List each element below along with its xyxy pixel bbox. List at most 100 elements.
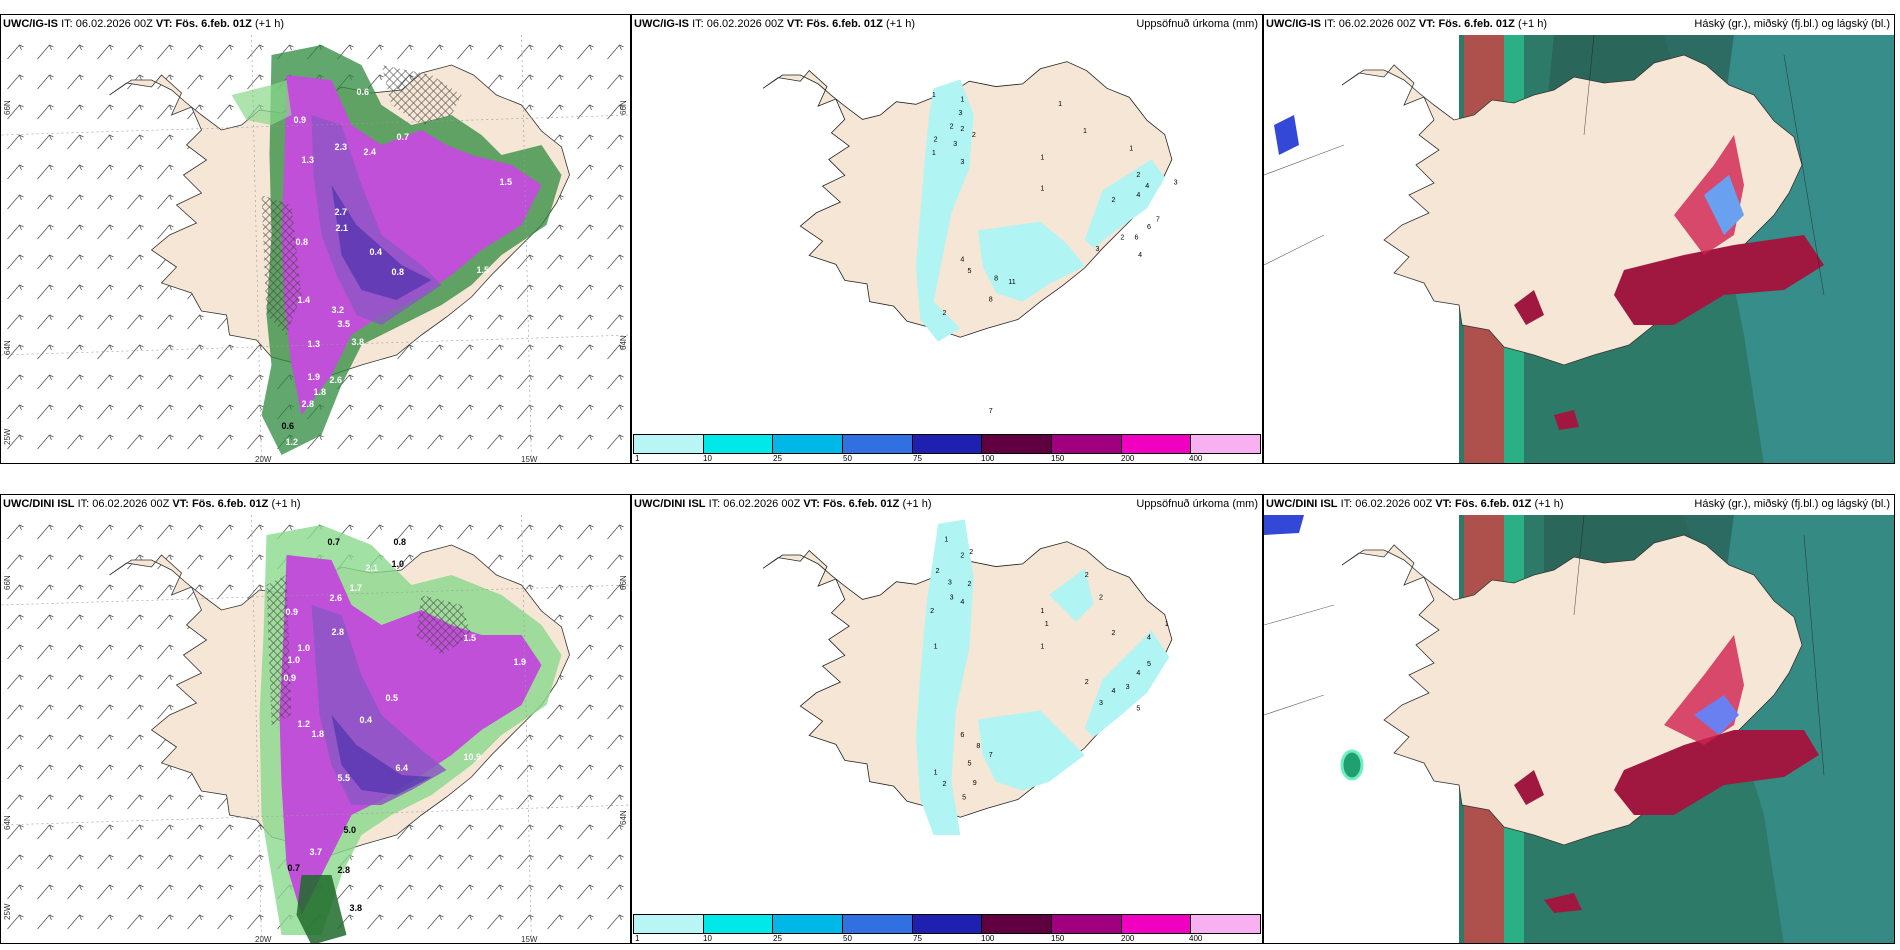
svg-text:5: 5 [967,267,971,275]
svg-text:3.8: 3.8 [350,903,363,913]
svg-text:6.4: 6.4 [396,763,409,773]
svg-text:0.4: 0.4 [360,715,373,725]
svg-text:1.5: 1.5 [464,633,477,643]
svg-text:3: 3 [953,140,957,148]
lat-label: 66N [3,100,12,115]
colorbar-seg [843,915,913,933]
colorbar-tick: 200 [1121,454,1135,463]
svg-text:4: 4 [1136,669,1140,677]
snow-map: 0.7 0.8 1.0 2.11.7 2.6 2.8 1.0 0.9 1.0 1.2 1.8 0… [1,515,630,943]
panel-title: UWC/IG-IS IT: 06.02.2026 00Z VT: Fös. 6.… [1266,18,1547,30]
svg-text:0.6: 0.6 [357,87,370,97]
svg-text:5: 5 [1136,705,1140,713]
svg-text:3: 3 [960,158,964,166]
svg-text:2: 2 [1085,571,1089,579]
svg-text:2: 2 [950,122,954,130]
svg-text:1.0: 1.0 [392,559,405,569]
colorbar-seg [703,435,774,453]
lat-label: 25W [3,903,12,920]
svg-text:2.7: 2.7 [335,207,348,217]
colorbar-seg [912,435,983,453]
svg-text:2.8: 2.8 [302,399,315,409]
svg-text:1.0: 1.0 [298,643,311,653]
svg-text:2: 2 [1111,196,1115,204]
svg-text:2.6: 2.6 [330,375,343,385]
colorbar-tick: 400 [1189,934,1203,943]
panel-title: UWC/IG-IS IT: 06.02.2026 00Z VT: Fös. 6.… [634,18,915,30]
svg-text:1: 1 [934,769,938,777]
svg-text:2.1: 2.1 [352,422,365,432]
colorbar [633,914,1261,934]
panel-variable-title: Uppsöfnuð úrkoma (mm) [1136,18,1258,30]
svg-text:8: 8 [989,296,993,304]
svg-text:5: 5 [967,760,971,768]
lat-label: 66N [619,100,628,115]
svg-text:1.8: 1.8 [314,387,327,397]
svg-text:0.6: 0.6 [282,421,295,431]
colorbar-seg [1121,435,1192,453]
svg-text:3.5: 3.5 [338,319,351,329]
panel-cloud-row0: UWC/IG-IS IT: 06.02.2026 00Z VT: Fös. 6.… [1263,14,1895,464]
cloud-map [1264,35,1894,463]
svg-text:6: 6 [960,731,964,739]
panel-cloud-row1: UWC/DINI ISL IT: 06.02.2026 00Z VT: Fös.… [1263,494,1895,944]
svg-text:0.7: 0.7 [288,863,301,873]
svg-text:2: 2 [1099,593,1103,601]
colorbar-tick: 50 [843,934,852,943]
svg-text:2: 2 [1085,678,1089,686]
svg-text:1: 1 [932,149,936,157]
svg-text:4: 4 [1111,687,1115,695]
svg-text:1.5: 1.5 [500,177,513,187]
svg-text:8: 8 [976,742,980,750]
svg-text:2: 2 [969,548,973,556]
svg-text:6: 6 [1147,223,1151,231]
svg-text:3.8: 3.8 [352,337,365,347]
colorbar-tick: 1 [635,454,640,463]
svg-text:0.5: 0.5 [386,693,399,703]
svg-text:3: 3 [1174,178,1178,186]
colorbar-seg [1191,915,1261,933]
svg-text:1: 1 [1058,100,1062,108]
svg-text:5: 5 [962,793,966,801]
svg-text:4: 4 [1145,182,1149,190]
svg-text:1: 1 [1045,620,1049,628]
colorbar-tick: 200 [1121,934,1135,943]
svg-text:4: 4 [1136,191,1140,199]
panel-title: UWC/DINI ISL IT: 06.02.2026 00Z VT: Fös.… [1266,498,1564,510]
svg-text:1.7: 1.7 [350,583,363,593]
colorbar-tick: 100 [981,934,995,943]
colorbar-tick: 50 [843,454,852,463]
svg-text:5.0: 5.0 [344,825,357,835]
svg-text:1: 1 [1040,642,1044,650]
svg-text:2: 2 [1120,233,1124,241]
svg-text:1: 1 [1040,607,1044,615]
lat-label: 64N [3,340,12,355]
colorbar-seg [634,435,704,453]
svg-text:2: 2 [943,780,947,788]
svg-text:0.9: 0.9 [284,673,297,683]
lon-label: 15W [521,935,538,944]
svg-text:0.7: 0.7 [328,537,341,547]
colorbar-tick: 10 [703,934,712,943]
colorbar-tick: 150 [1051,454,1065,463]
colorbar-tick: 25 [773,934,782,943]
colorbar-tick: 25 [773,454,782,463]
lon-label: 15W [521,455,538,464]
svg-text:1: 1 [1083,127,1087,135]
svg-text:2.3: 2.3 [335,142,348,152]
colorbar-seg [843,435,913,453]
svg-text:1.0: 1.0 [288,655,301,665]
colorbar-ticks: 1 10 25 50 75 100 150 200 400 [633,454,1261,463]
svg-text:1: 1 [960,96,964,104]
panel-variable-title: Háský (gr.), miðský (fj.bl.) og lágský (… [1694,498,1890,510]
svg-text:1.9: 1.9 [514,657,527,667]
svg-text:2.8: 2.8 [332,627,345,637]
lon-label: 20W [255,935,272,944]
svg-text:3: 3 [948,578,952,586]
colorbar-seg [703,915,774,933]
svg-text:0.8: 0.8 [296,237,309,247]
svg-text:1: 1 [1040,185,1044,193]
